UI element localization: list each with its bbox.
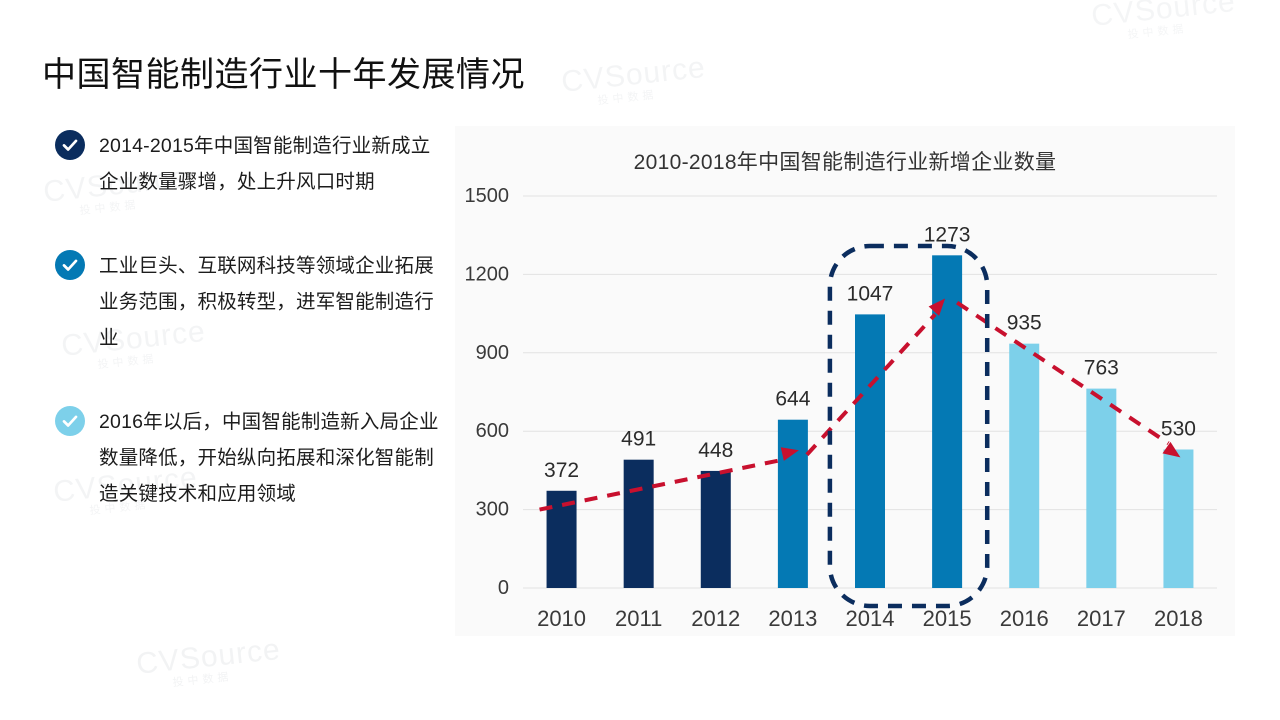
x-axis-tick-label: 2018 (1154, 606, 1203, 631)
list-item-label: 2016年以后，中国智能制造新入局企业数量降低，开始纵向拓展和深化智能制造关键技… (99, 411, 439, 505)
bar[interactable] (1009, 343, 1040, 588)
x-axis-tick-label: 2014 (846, 606, 895, 631)
y-axis-tick-label: 600 (476, 420, 509, 442)
list-item-label: 2014-2015年中国智能制造行业新成立企业数量骤增，处上升风口时期 (99, 135, 431, 193)
list-item: 2016年以后，中国智能制造新入局企业数量降低，开始纵向拓展和深化智能制造关键技… (55, 404, 445, 512)
bar-data-label: 372 (544, 459, 579, 482)
chart-title: 2010-2018年中国智能制造行业新增企业数量 (633, 151, 1057, 174)
y-axis-tick-label: 1200 (465, 263, 510, 285)
x-axis-tick-label: 2010 (537, 606, 586, 631)
list-item: 2014-2015年中国智能制造行业新成立企业数量骤增，处上升风口时期 (55, 128, 445, 200)
bar[interactable] (777, 419, 808, 588)
arrowhead-shape (1162, 441, 1181, 458)
bar-data-label: 1273 (924, 223, 971, 246)
watermark-brand: CVSource (559, 50, 708, 99)
list-item-label: 工业巨头、互联网科技等领域企业拓展业务范围，积极转型，进军智能制造行业 (99, 255, 434, 349)
bar-data-label: 491 (621, 428, 656, 451)
y-axis-tick-label: 0 (498, 577, 509, 599)
bar-data-label: 530 (1161, 417, 1196, 440)
x-axis-tick-label: 2013 (768, 606, 817, 631)
watermark-top-right: CVSource 投中数据 (1090, 0, 1238, 45)
key-points-list: 2014-2015年中国智能制造行业新成立企业数量骤增，处上升风口时期 工业巨头… (55, 128, 445, 512)
trend-arrowhead (780, 447, 799, 461)
trend-arrowhead (928, 298, 946, 316)
trend-line-segment (956, 300, 1170, 445)
arrowhead-shape (780, 447, 799, 461)
x-axis-tick-label: 2016 (1000, 606, 1049, 631)
bar-data-label: 935 (1007, 312, 1042, 335)
watermark-bottom-left: CVSource 投中数据 (134, 632, 283, 693)
check-circle-icon (55, 250, 85, 280)
y-axis-tick-label: 300 (476, 499, 509, 521)
watermark-brand: CVSource (1089, 0, 1238, 33)
bar-data-label: 763 (1084, 357, 1119, 380)
check-circle-icon (55, 406, 85, 436)
bar[interactable] (1086, 388, 1117, 588)
check-circle-icon (55, 130, 85, 160)
y-axis-tick-label: 1500 (465, 185, 510, 207)
watermark-sub: 投中数据 (597, 89, 658, 108)
watermark-sub: 投中数据 (172, 671, 233, 690)
list-item: 工业巨头、互联网科技等领域企业拓展业务范围，积极转型，进军智能制造行业 (55, 248, 445, 356)
page-title: 中国智能制造行业十年发展情况 (42, 56, 525, 94)
x-axis-tick-label: 2012 (691, 606, 740, 631)
bar-data-label: 644 (775, 388, 810, 411)
watermark-brand: CVSource (134, 632, 283, 681)
bar-data-label: 1047 (847, 282, 894, 305)
bar[interactable] (700, 470, 731, 588)
bar[interactable] (855, 314, 885, 588)
bar-chart: 0 300 600 900 1200 1500 372 2010 491 2011 448 2012 6… (465, 185, 1217, 631)
x-axis-tick-label: 2017 (1077, 606, 1126, 631)
bar[interactable] (1163, 449, 1194, 588)
trend-line-segment (539, 457, 786, 512)
arrowhead-shape (928, 298, 946, 316)
x-axis-tick-label: 2011 (615, 606, 662, 631)
trend-arrowhead (1162, 441, 1181, 458)
x-axis-tick-label: 2015 (923, 606, 972, 631)
bar[interactable] (623, 459, 654, 588)
chart-panel: 2010-2018年中国智能制造行业新增企业数量 0 300 600 900 1200 1… (455, 126, 1235, 636)
bar-data-label: 448 (698, 439, 733, 462)
y-axis-tick-label: 900 (476, 342, 509, 364)
watermark-title-area: CVSource 投中数据 (559, 50, 708, 111)
watermark-sub: 投中数据 (1127, 23, 1188, 42)
